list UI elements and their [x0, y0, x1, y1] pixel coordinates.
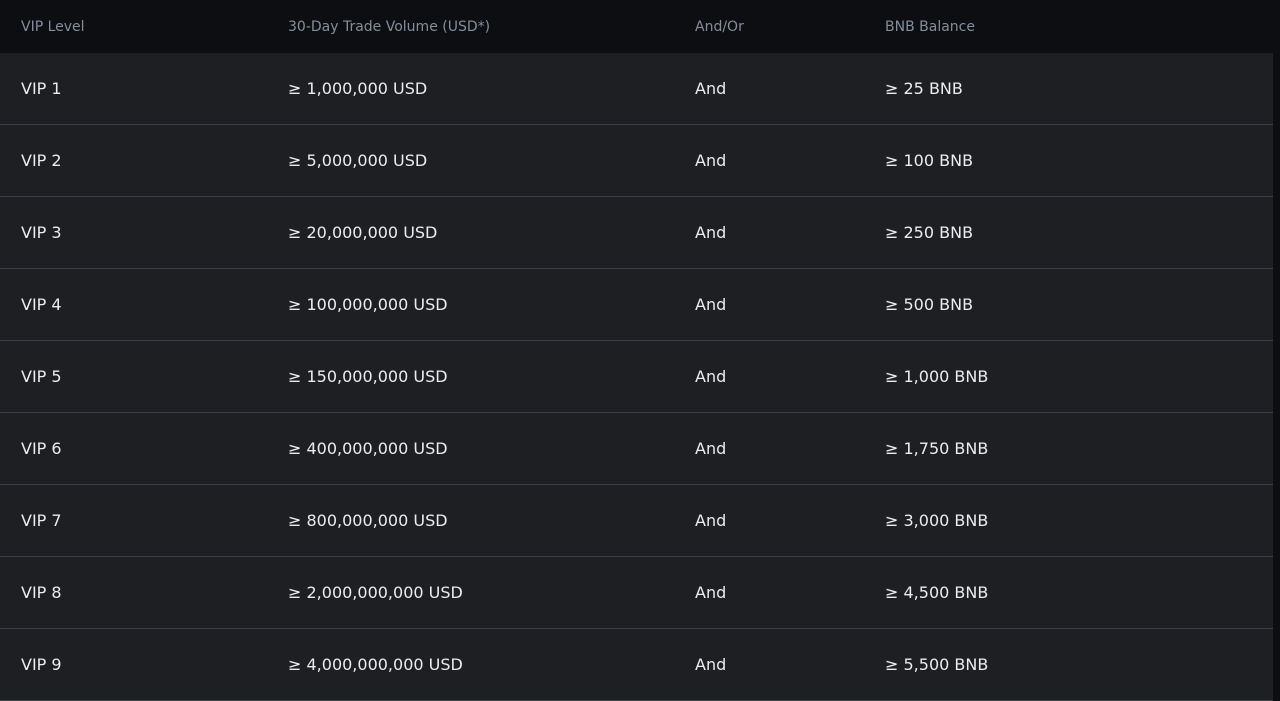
- vip-level-cell: VIP 6: [21, 439, 62, 458]
- vip-level-cell: VIP 7: [21, 511, 62, 530]
- and-or-cell: And: [695, 151, 727, 170]
- vip-level-cell: VIP 1: [21, 79, 62, 98]
- trade-volume-cell: ≥ 150,000,000 USD: [288, 367, 448, 386]
- trade-volume-cell: ≥ 800,000,000 USD: [288, 511, 448, 530]
- and-or-cell: And: [695, 295, 727, 314]
- bnb-balance-cell: ≥ 500 BNB: [885, 295, 974, 314]
- trade-volume-cell: ≥ 5,000,000 USD: [288, 151, 428, 170]
- and-or-cell: And: [695, 223, 727, 242]
- trade-volume-cell: ≥ 4,000,000,000 USD: [288, 655, 463, 674]
- vip-level-cell: VIP 5: [21, 367, 62, 386]
- table-row: VIP 7 ≥ 800,000,000 USD And ≥ 3,000 BNB: [0, 485, 1273, 557]
- bnb-balance-cell: ≥ 5,500 BNB: [885, 655, 989, 674]
- bnb-balance-cell: ≥ 25 BNB: [885, 79, 963, 98]
- table-row: VIP 3 ≥ 20,000,000 USD And ≥ 250 BNB: [0, 197, 1273, 269]
- table-row: VIP 8 ≥ 2,000,000,000 USD And ≥ 4,500 BN…: [0, 557, 1273, 629]
- window-edge: [1273, 0, 1280, 701]
- bnb-balance-cell: ≥ 1,000 BNB: [885, 367, 989, 386]
- header-vip-level: VIP Level: [21, 18, 85, 35]
- and-or-cell: And: [695, 367, 727, 386]
- and-or-cell: And: [695, 655, 727, 674]
- bnb-balance-cell: ≥ 100 BNB: [885, 151, 974, 170]
- trade-volume-cell: ≥ 100,000,000 USD: [288, 295, 448, 314]
- table-row: VIP 1 ≥ 1,000,000 USD And ≥ 25 BNB: [0, 53, 1273, 125]
- vip-level-cell: VIP 3: [21, 223, 62, 242]
- table-row: VIP 5 ≥ 150,000,000 USD And ≥ 1,000 BNB: [0, 341, 1273, 413]
- trade-volume-cell: ≥ 1,000,000 USD: [288, 79, 428, 98]
- and-or-cell: And: [695, 79, 727, 98]
- and-or-cell: And: [695, 439, 727, 458]
- and-or-cell: And: [695, 511, 727, 530]
- bnb-balance-cell: ≥ 1,750 BNB: [885, 439, 989, 458]
- bnb-balance-cell: ≥ 3,000 BNB: [885, 511, 989, 530]
- vip-level-cell: VIP 4: [21, 295, 62, 314]
- table-row: VIP 2 ≥ 5,000,000 USD And ≥ 100 BNB: [0, 125, 1273, 197]
- trade-volume-cell: ≥ 400,000,000 USD: [288, 439, 448, 458]
- trade-volume-cell: ≥ 20,000,000 USD: [288, 223, 438, 242]
- bnb-balance-cell: ≥ 4,500 BNB: [885, 583, 989, 602]
- table-row: VIP 6 ≥ 400,000,000 USD And ≥ 1,750 BNB: [0, 413, 1273, 485]
- table-row: VIP 9 ≥ 4,000,000,000 USD And ≥ 5,500 BN…: [0, 629, 1273, 701]
- vip-level-cell: VIP 2: [21, 151, 62, 170]
- vip-level-cell: VIP 9: [21, 655, 62, 674]
- and-or-cell: And: [695, 583, 727, 602]
- header-bnb-balance: BNB Balance: [885, 18, 975, 35]
- header-and-or: And/Or: [695, 18, 744, 35]
- trade-volume-cell: ≥ 2,000,000,000 USD: [288, 583, 463, 602]
- header-trade-volume: 30-Day Trade Volume (USD*): [288, 18, 491, 35]
- bnb-balance-cell: ≥ 250 BNB: [885, 223, 974, 242]
- table-header: VIP Level 30-Day Trade Volume (USD*) And…: [0, 0, 1273, 53]
- vip-level-cell: VIP 8: [21, 583, 62, 602]
- table-row: VIP 4 ≥ 100,000,000 USD And ≥ 500 BNB: [0, 269, 1273, 341]
